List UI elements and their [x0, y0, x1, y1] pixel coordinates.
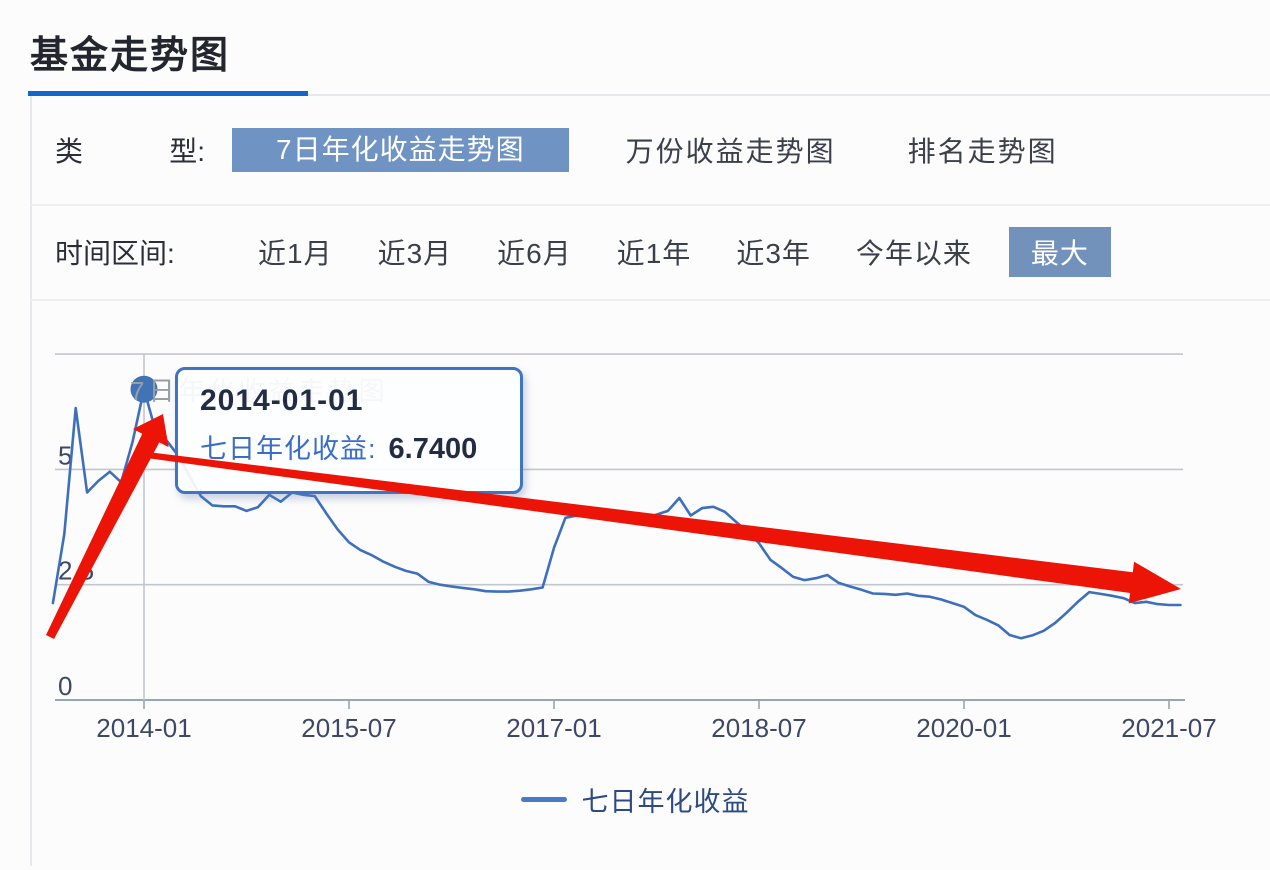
- range-max[interactable]: 最大: [1008, 227, 1111, 277]
- x-tick-label: 2021-07: [1121, 713, 1216, 743]
- header-divider: [28, 94, 1270, 96]
- tooltip-series-label: 七日年化收益:: [200, 434, 377, 464]
- y-tick-label: 0: [58, 671, 72, 701]
- row-divider-2: [31, 299, 1270, 301]
- title-underline-accent: [28, 91, 308, 96]
- range-1year[interactable]: 近1年: [616, 238, 692, 269]
- time-range-row: 时间区间: 近1月 近3月 近6月 近1年 近3年 今年以来 最大: [55, 226, 1111, 278]
- x-tick-label: 2017-01: [506, 713, 601, 743]
- chart-type-label-right: 型:: [169, 136, 205, 167]
- time-range-label: 时间区间:: [55, 238, 175, 269]
- tab-ranking-trend[interactable]: 排名走势图: [907, 136, 1058, 167]
- range-3year[interactable]: 近3年: [736, 238, 811, 269]
- legend-label: 七日年化收益: [581, 787, 750, 817]
- tooltip-date: 2014-01-01: [200, 384, 364, 417]
- tab-per-10k-yield[interactable]: 万份收益走势图: [625, 136, 836, 167]
- time-range-options: 近1月 近3月 近6月 近1年 近3年 今年以来 最大: [250, 226, 1111, 278]
- range-ytd[interactable]: 今年以来: [855, 238, 972, 269]
- legend-item-7day-yield[interactable]: 七日年化收益: [0, 780, 1270, 819]
- hover-point-marker: [130, 375, 158, 403]
- x-tick-label: 2014-01: [96, 713, 191, 743]
- range-6month[interactable]: 近6月: [497, 238, 572, 269]
- panel-left-border: [30, 96, 32, 866]
- chart-tooltip: 2014-01-01 七日年化收益: 6.7400: [175, 367, 523, 494]
- tooltip-series-value: 6.7400: [388, 433, 478, 465]
- row-divider-1: [31, 204, 1270, 206]
- legend-line-swatch: [520, 797, 567, 802]
- tooltip-series-line: 七日年化收益: 6.7400: [200, 427, 502, 466]
- page-title: 基金走势图: [30, 35, 231, 77]
- tab-7day-annualized-yield[interactable]: 7日年化收益走势图: [232, 128, 569, 172]
- y-tick-label: 2.5: [58, 556, 94, 586]
- chart-type-row: 类 型: 7日年化收益走势图 万份收益走势图 排名走势图: [55, 126, 1058, 174]
- chart-type-label: 类 型:: [55, 130, 205, 170]
- x-tick-label: 2018-07: [711, 713, 806, 743]
- x-tick-label: 2015-07: [301, 713, 396, 743]
- chart-type-label-left: 类: [55, 136, 84, 167]
- range-3month[interactable]: 近3月: [377, 238, 453, 269]
- x-tick-label: 2020-01: [916, 713, 1011, 743]
- range-1month[interactable]: 近1月: [258, 238, 333, 269]
